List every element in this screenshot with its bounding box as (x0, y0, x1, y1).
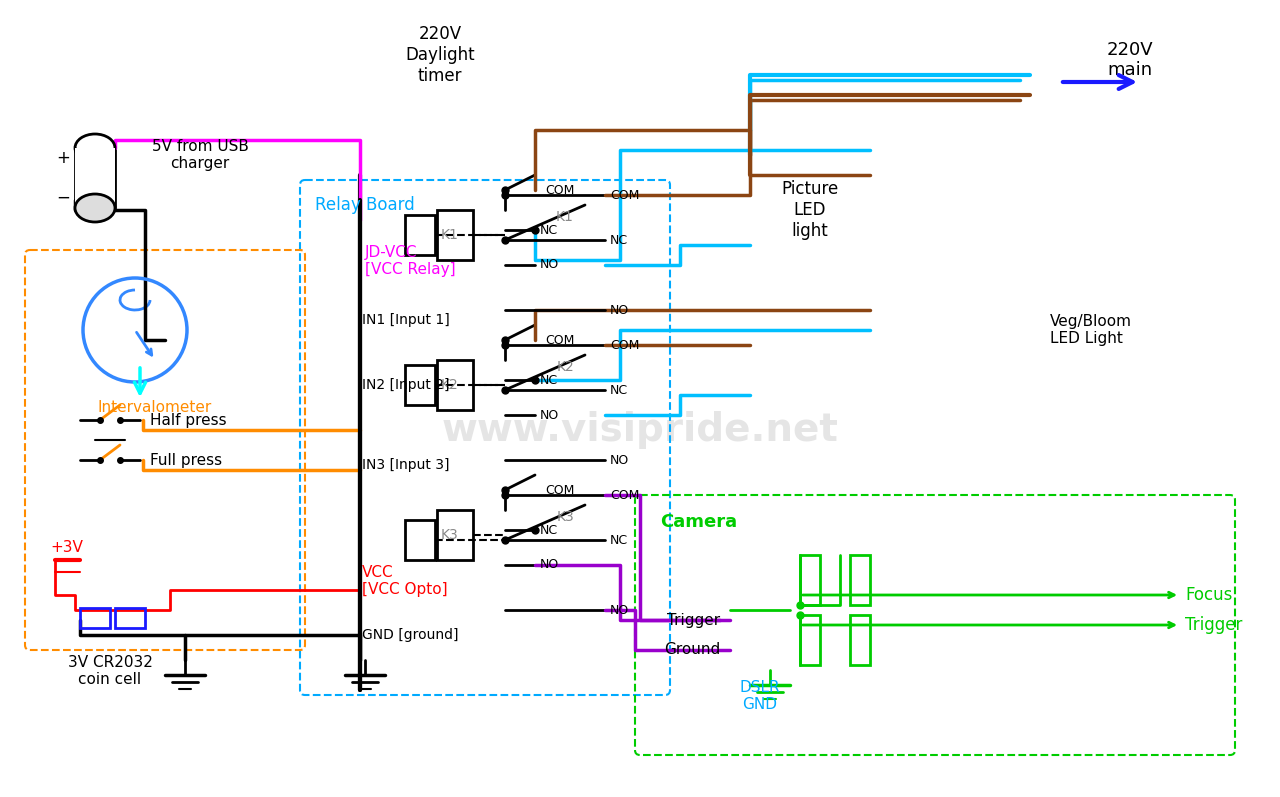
Text: Camera: Camera (660, 513, 737, 531)
Text: NO: NO (540, 409, 559, 422)
Text: NC: NC (540, 374, 558, 387)
Text: +: + (56, 149, 70, 167)
Text: Trigger: Trigger (667, 613, 719, 627)
Text: NC: NC (540, 524, 558, 536)
Text: Half press: Half press (150, 413, 227, 427)
Text: COM: COM (611, 189, 640, 202)
Bar (850, 555, 870, 605)
Text: COM: COM (545, 183, 575, 197)
Text: www.visipride.net: www.visipride.net (442, 411, 838, 449)
Bar (404, 215, 435, 255)
Bar (79, 608, 110, 628)
Text: NO: NO (611, 603, 630, 617)
Text: 220V
Daylight
timer: 220V Daylight timer (406, 26, 475, 84)
Text: Full press: Full press (150, 453, 223, 468)
Bar (436, 510, 474, 560)
Text: Trigger: Trigger (1185, 616, 1243, 634)
Text: IN1 [Input 1]: IN1 [Input 1] (362, 313, 449, 327)
Text: NC: NC (611, 383, 628, 396)
Bar (800, 615, 820, 665)
Text: IN2 [Input 2]: IN2 [Input 2] (362, 378, 449, 392)
Text: Intervalometer: Intervalometer (97, 400, 212, 415)
Bar (436, 210, 474, 260)
Text: Veg/Bloom
LED Light: Veg/Bloom LED Light (1050, 314, 1132, 346)
Text: IN3 [Input 3]: IN3 [Input 3] (362, 458, 449, 472)
Text: COM: COM (545, 333, 575, 347)
Text: NC: NC (540, 223, 558, 237)
Text: K1: K1 (442, 228, 460, 242)
Text: Relay Board: Relay Board (315, 196, 415, 214)
Text: NO: NO (540, 559, 559, 571)
Text: JD-VCC
[VCC Relay]: JD-VCC [VCC Relay] (365, 245, 456, 277)
Bar (850, 615, 870, 665)
Text: NC: NC (611, 234, 628, 246)
Text: COM: COM (545, 484, 575, 497)
Text: K3: K3 (556, 510, 573, 524)
Text: 5V from USB
charger: 5V from USB charger (151, 139, 248, 171)
Text: Picture
LED
light: Picture LED light (781, 180, 838, 240)
Text: 3V CR2032
coin cell: 3V CR2032 coin cell (68, 655, 152, 687)
Text: −: − (56, 189, 70, 207)
Text: Focus: Focus (1185, 586, 1233, 604)
Text: GND [ground]: GND [ground] (362, 628, 458, 642)
Bar (436, 360, 474, 410)
Text: K3: K3 (442, 528, 458, 542)
Text: VCC
[VCC Opto]: VCC [VCC Opto] (362, 565, 448, 598)
Bar (115, 608, 145, 628)
Bar (404, 520, 435, 560)
Text: K2: K2 (442, 378, 458, 392)
Text: DSLR
GND: DSLR GND (740, 680, 781, 713)
Text: NO: NO (611, 453, 630, 466)
Text: Ground: Ground (664, 642, 719, 658)
Bar (76, 148, 115, 208)
Text: +3V: +3V (50, 540, 83, 555)
Text: COM: COM (611, 489, 640, 501)
Text: COM: COM (611, 339, 640, 351)
Text: K2: K2 (556, 360, 573, 374)
Bar (800, 555, 820, 605)
Text: K1: K1 (556, 210, 573, 224)
Text: NO: NO (540, 258, 559, 272)
Ellipse shape (76, 194, 115, 222)
Text: NO: NO (611, 304, 630, 316)
Text: NC: NC (611, 533, 628, 547)
Text: 220V
main: 220V main (1107, 41, 1153, 80)
Bar (404, 365, 435, 405)
